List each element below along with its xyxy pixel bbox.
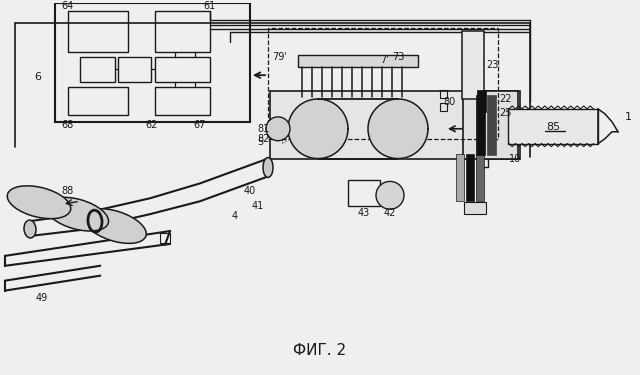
Bar: [348, 180, 380, 206]
Polygon shape: [288, 99, 348, 159]
Bar: [155, 57, 210, 82]
Bar: [160, 233, 170, 243]
Bar: [466, 154, 474, 201]
Text: 40: 40: [244, 186, 256, 196]
Bar: [508, 109, 598, 144]
Text: 64: 64: [62, 1, 74, 10]
Ellipse shape: [24, 220, 36, 238]
Text: 85: 85: [546, 122, 560, 132]
Text: 8: 8: [273, 128, 279, 138]
Text: 25: 25: [500, 108, 512, 118]
Bar: [464, 202, 486, 214]
Text: 80: 80: [444, 97, 456, 107]
Text: 88: 88: [62, 186, 74, 196]
Text: 49: 49: [36, 292, 48, 303]
Bar: [440, 90, 447, 98]
Text: 79': 79': [273, 52, 287, 62]
Bar: [55, 3, 250, 122]
Ellipse shape: [263, 158, 273, 177]
Bar: [477, 90, 486, 112]
Ellipse shape: [7, 186, 71, 219]
Bar: [476, 154, 484, 201]
Text: 1: 1: [625, 112, 632, 122]
Bar: [155, 10, 210, 53]
Bar: [487, 95, 496, 154]
Text: 41: 41: [252, 201, 264, 211]
Bar: [476, 95, 485, 154]
Text: 62: 62: [146, 120, 158, 130]
Text: 23: 23: [486, 60, 498, 70]
Text: 5: 5: [257, 136, 263, 147]
Text: ▷: ▷: [282, 138, 288, 144]
Text: 42: 42: [384, 208, 396, 218]
Bar: [463, 91, 518, 159]
Polygon shape: [368, 99, 428, 159]
Text: 4: 4: [232, 211, 238, 221]
Text: 10: 10: [509, 154, 521, 164]
Bar: [298, 55, 418, 67]
Bar: [118, 57, 151, 82]
Bar: [80, 57, 115, 82]
Bar: [155, 87, 210, 115]
Text: 22: 22: [500, 94, 512, 104]
Bar: [462, 32, 484, 99]
Bar: [68, 87, 128, 115]
Text: 7': 7': [381, 55, 389, 65]
Ellipse shape: [45, 197, 109, 231]
Circle shape: [376, 182, 404, 209]
Text: ФИГ. 2: ФИГ. 2: [293, 343, 347, 358]
Ellipse shape: [84, 209, 147, 243]
Text: 67: 67: [194, 120, 206, 130]
Text: 61: 61: [204, 1, 216, 10]
Text: 82: 82: [258, 134, 270, 144]
Text: 73: 73: [392, 52, 404, 62]
Bar: [440, 103, 447, 111]
Text: 43: 43: [358, 208, 370, 218]
Circle shape: [266, 117, 290, 141]
Bar: [268, 27, 498, 139]
Text: 6: 6: [35, 72, 42, 82]
Text: 2: 2: [477, 168, 483, 177]
Text: 81: 81: [258, 124, 270, 134]
Bar: [68, 10, 128, 53]
Bar: [456, 154, 464, 201]
Bar: [270, 91, 520, 159]
Text: 68: 68: [62, 120, 74, 130]
